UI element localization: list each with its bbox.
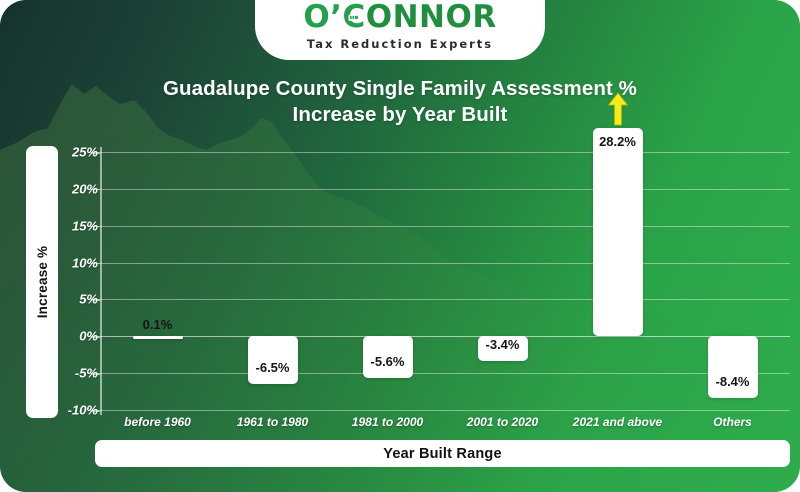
- bar-value-label: -8.4%: [715, 374, 750, 390]
- brand-tagline: Tax Reduction Experts: [306, 37, 494, 51]
- y-axis-title-box: Increase %: [26, 146, 58, 418]
- x-axis-title: Year Built Range: [383, 445, 502, 462]
- brand-logo-apostrophe: ’: [330, 0, 343, 35]
- brand-logo: O’CONNOR Tax Reduction Experts: [255, 2, 545, 52]
- gridline: [100, 336, 790, 338]
- gridline: [100, 188, 790, 190]
- brand-logo-onnor: ONNOR: [365, 0, 497, 35]
- gridline: [100, 262, 790, 264]
- bar-value-label: 28.2%: [599, 134, 636, 150]
- brand-logo-banner: O’CONNOR Tax Reduction Experts: [255, 0, 545, 60]
- y-axis-line: [100, 147, 102, 415]
- brand-logo-c-mark: C: [342, 2, 365, 33]
- fork-house-icon: [348, 14, 360, 21]
- gridline: [100, 225, 790, 227]
- bar-value-label: -6.5%: [255, 360, 290, 376]
- x-axis-category-label: Others: [713, 415, 752, 429]
- bar-value-label: -5.6%: [370, 353, 405, 369]
- gridline: [100, 152, 790, 153]
- gridline: [100, 299, 790, 301]
- gridline: [100, 410, 790, 411]
- bar[interactable]: [592, 128, 643, 337]
- plot-area: 0.1% -6.5% -5.6% -3.4% 28.2% -8.4%: [100, 128, 790, 411]
- bar-value-label: 0.1%: [142, 316, 173, 332]
- y-axis-title: Increase %: [34, 245, 50, 319]
- page-title: Guadalupe County Single Family Assessmen…: [162, 77, 638, 127]
- bar[interactable]: [132, 335, 183, 339]
- brand-logo-wordmark: O’CONNOR: [255, 2, 545, 33]
- up-arrow-icon: [607, 93, 628, 126]
- bar-value-label: -3.4%: [485, 337, 520, 353]
- x-axis-title-box: Year Built Range: [95, 440, 790, 467]
- gridline: [100, 373, 790, 375]
- brand-logo-o: O: [303, 0, 331, 35]
